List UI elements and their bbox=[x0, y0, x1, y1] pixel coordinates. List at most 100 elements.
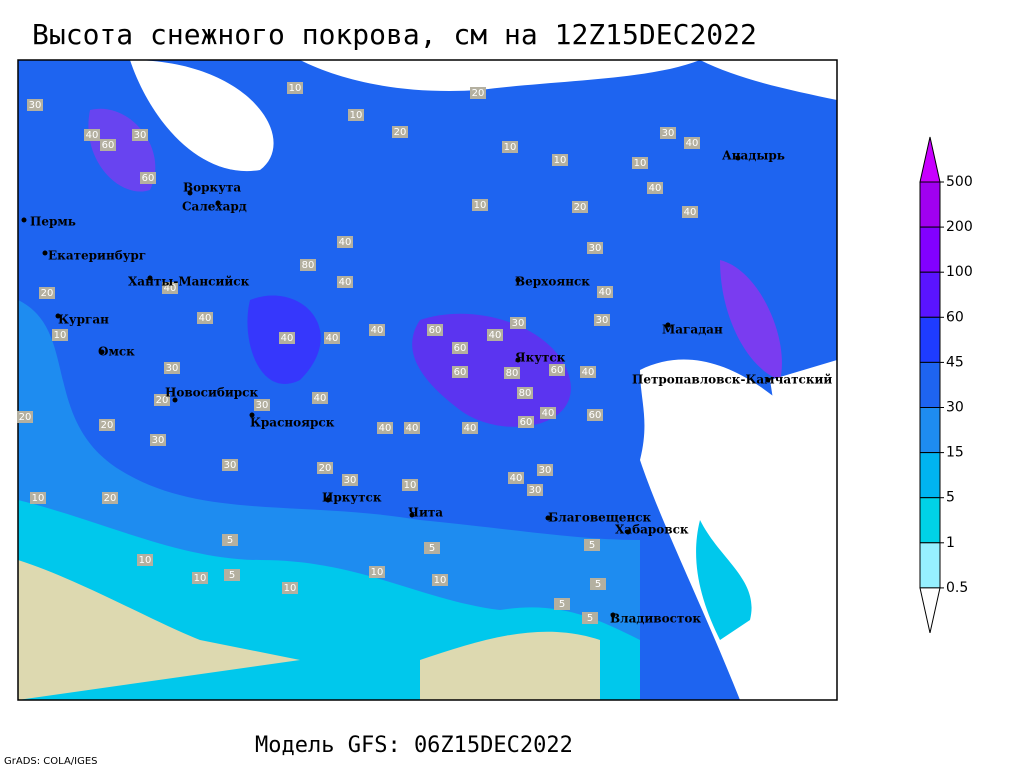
contour-label-box bbox=[100, 139, 116, 151]
contour-label-box bbox=[392, 126, 408, 138]
contour-label: 60 bbox=[520, 417, 533, 428]
contour-label-box bbox=[287, 82, 303, 94]
colorbar-box bbox=[919, 226, 941, 273]
contour-label-box bbox=[300, 259, 316, 271]
contour-label-box bbox=[164, 362, 180, 374]
contour-label: 5 bbox=[559, 599, 565, 610]
contour-label-box bbox=[324, 332, 340, 344]
contour-label: 40 bbox=[510, 473, 523, 484]
contour-label-box bbox=[540, 407, 556, 419]
contour-label-box bbox=[582, 612, 598, 624]
contour-label-box bbox=[549, 364, 565, 376]
contour-label: 10 bbox=[194, 573, 207, 584]
contour-label-box bbox=[312, 392, 328, 404]
contour-label: 5 bbox=[595, 579, 601, 590]
contour-label: 5 bbox=[227, 535, 233, 546]
contour-label: 5 bbox=[587, 613, 593, 624]
contour-label-box bbox=[518, 416, 534, 428]
contour-label: 20 bbox=[394, 127, 407, 138]
city-dot bbox=[665, 322, 671, 328]
contour-label: 20 bbox=[101, 420, 114, 431]
contour-label: 60 bbox=[454, 343, 467, 354]
contour-label: 40 bbox=[314, 393, 327, 404]
contour-label-box bbox=[342, 474, 358, 486]
contour-label-box bbox=[192, 572, 208, 584]
colorbar-label: 100 bbox=[946, 264, 973, 280]
contour-label-box bbox=[660, 127, 676, 139]
contour-label-box bbox=[317, 462, 333, 474]
city-label: Магадан bbox=[662, 323, 723, 337]
contour-label-box bbox=[224, 569, 240, 581]
contour-label-box bbox=[452, 366, 468, 378]
city-dot bbox=[249, 412, 255, 418]
city-label: Иркутск bbox=[322, 491, 382, 505]
contour-label: 40 bbox=[686, 138, 699, 149]
contour-label: 40 bbox=[582, 367, 595, 378]
overlay: 3040603060101020201010101030404040204080… bbox=[17, 82, 973, 634]
colorbar-label: 5 bbox=[946, 490, 955, 506]
contour-label: 10 bbox=[404, 480, 417, 491]
credit: GrADS: COLA/IGES bbox=[4, 756, 98, 767]
contour-label: 10 bbox=[371, 567, 384, 578]
colorbar-box bbox=[919, 542, 941, 589]
contour-label: 20 bbox=[156, 395, 169, 406]
contour-label-box bbox=[102, 492, 118, 504]
contour-label-box bbox=[504, 367, 520, 379]
contour-label: 5 bbox=[589, 540, 595, 551]
contour-label: 10 bbox=[474, 200, 487, 211]
contour-label: 30 bbox=[224, 460, 237, 471]
contour-label: 60 bbox=[102, 140, 115, 151]
contour-label: 10 bbox=[350, 110, 363, 121]
contour-label: 30 bbox=[152, 435, 165, 446]
contour-label: 40 bbox=[86, 130, 99, 141]
city-dot bbox=[147, 275, 153, 281]
contour-label-box bbox=[30, 492, 46, 504]
colorbar-box bbox=[919, 361, 941, 408]
contour-label: 40 bbox=[599, 287, 612, 298]
contour-label-box bbox=[572, 201, 588, 213]
contour-label: 60 bbox=[429, 325, 442, 336]
city-label: Якутск bbox=[515, 351, 566, 365]
contour-label-box bbox=[462, 422, 478, 434]
contour-label-box bbox=[137, 554, 153, 566]
contour-label-box bbox=[402, 479, 418, 491]
contour-label: 30 bbox=[29, 100, 42, 111]
city-label: Анадырь bbox=[722, 149, 785, 163]
colorbar-label: 15 bbox=[946, 445, 964, 461]
contour-label: 40 bbox=[542, 408, 555, 419]
colorbar-box bbox=[919, 181, 941, 228]
title: Высота снежного покрова, см на 12Z15DEC2… bbox=[32, 18, 757, 51]
city-label: Воркута bbox=[183, 181, 241, 195]
contour-label: 60 bbox=[551, 365, 564, 376]
colorbar-box bbox=[919, 271, 941, 318]
contour-label-box bbox=[162, 282, 178, 294]
city-label: Владивосток bbox=[610, 612, 701, 626]
contour-label-box bbox=[502, 141, 518, 153]
contour-label-box bbox=[510, 317, 526, 329]
contour-label: 20 bbox=[472, 88, 485, 99]
city-label: Красноярск bbox=[250, 416, 335, 430]
contour-label-box bbox=[452, 342, 468, 354]
city-dot bbox=[187, 190, 193, 196]
colorbar-box bbox=[919, 452, 941, 499]
contour-label: 40 bbox=[199, 313, 212, 324]
contour-label: 40 bbox=[406, 423, 419, 434]
contour-label: 20 bbox=[319, 463, 332, 474]
colorbar-box bbox=[919, 497, 941, 544]
contour-label-box bbox=[150, 434, 166, 446]
contour-label: 60 bbox=[589, 410, 602, 421]
contour-label: 30 bbox=[662, 128, 675, 139]
colorbar-label: 200 bbox=[946, 219, 973, 235]
contour-label-box bbox=[222, 459, 238, 471]
contour-label: 40 bbox=[281, 333, 294, 344]
contour-label: 10 bbox=[634, 158, 647, 169]
contour-label: 30 bbox=[529, 485, 542, 496]
footer: Модель GFS: 06Z15DEC2022 bbox=[255, 733, 573, 758]
contour-label: 10 bbox=[54, 330, 67, 341]
contour-label-box bbox=[140, 172, 156, 184]
contour-label: 60 bbox=[142, 173, 155, 184]
city-label: Петропавловск-Камчатский bbox=[632, 373, 832, 387]
contour-label-box bbox=[369, 324, 385, 336]
city-dot bbox=[325, 497, 331, 503]
contour-label: 30 bbox=[344, 475, 357, 486]
